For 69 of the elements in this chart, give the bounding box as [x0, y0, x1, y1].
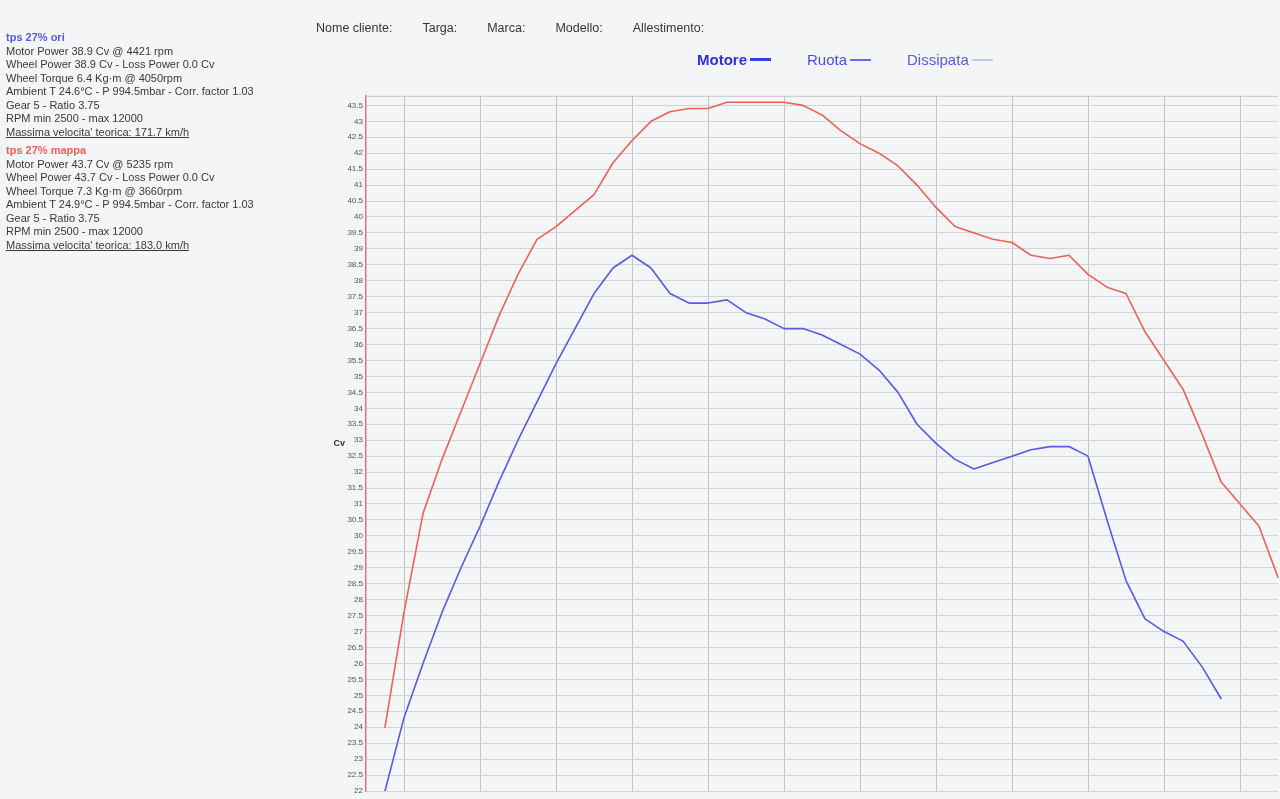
y-tick-label: 27	[354, 626, 364, 636]
y-tick-label: 32.5	[347, 451, 364, 461]
y-tick-label: 32	[354, 467, 364, 477]
y-tick-label: 31.5	[347, 483, 364, 493]
y-tick-label: 30.5	[347, 515, 364, 525]
y-tick-label: 23	[354, 754, 364, 764]
text: Wheel Torque 7.3 Kg·m @ 3660rpm	[6, 184, 184, 198]
text: Wheel Power 43.7 Cv - Loss Power 0.0 Cv	[6, 171, 216, 185]
y-tick-label: 25	[354, 690, 364, 700]
text: Massima velocita' teorica: 171.7 km/h	[6, 125, 191, 139]
y-tick-label: 37.5	[347, 291, 364, 301]
y-tick-label: 29	[354, 562, 364, 572]
y-tick-label: 33	[354, 435, 364, 445]
text: Gear 5 - Ratio 3.75	[6, 98, 101, 112]
text: Marca:	[487, 21, 526, 35]
y-tick-label: 25.5	[347, 674, 364, 684]
text: Ambient T 24.9°C - P 994.5mbar - Corr. factor 1.03	[6, 198, 255, 212]
text: Ambient T 24.6°C - P 994.5mbar - Corr. factor 1.03	[6, 85, 255, 99]
text: Wheel Torque 6.4 Kg·m @ 4050rpm	[6, 71, 184, 85]
y-tick-label: 39	[354, 244, 364, 254]
text: RPM min 2500 - max 12000	[6, 112, 144, 126]
y-tick-label: 43.5	[347, 100, 364, 110]
y-tick-label: 31	[354, 499, 364, 509]
y-tick-label: 26.5	[347, 642, 364, 652]
y-tick-label: 38	[354, 275, 364, 285]
y-tick-label: 38.5	[347, 260, 364, 270]
text: tps 27% mappa	[6, 144, 88, 158]
y-tick-label: 37	[354, 307, 364, 317]
y-tick-label: 30	[354, 531, 364, 541]
y-tick-label: 42	[354, 148, 364, 158]
text: Ruota	[807, 51, 848, 68]
text: Modello:	[555, 21, 603, 35]
y-tick-label: 42.5	[347, 132, 364, 142]
y-tick-label: 24.5	[347, 706, 364, 716]
text: Allestimento:	[632, 21, 705, 35]
y-tick-label: 24	[354, 722, 364, 732]
y-tick-label: 28	[354, 594, 364, 604]
text: Massima velocita' teorica: 183.0 km/h	[6, 238, 191, 252]
y-tick-label: 36	[354, 339, 364, 349]
y-tick-label: 27.5	[347, 610, 364, 620]
y-tick-label: 35.5	[347, 355, 364, 365]
y-tick-label: 35	[354, 371, 364, 381]
y-tick-label: 26	[354, 658, 364, 668]
y-tick-label: 40	[354, 212, 364, 222]
text: Nome cliente:	[316, 21, 393, 35]
text: Targa:	[422, 21, 458, 35]
y-tick-label: 34.5	[347, 387, 364, 397]
text: Motor Power 43.7 Cv @ 5235 rpm	[6, 157, 175, 171]
text: Dissipata	[907, 51, 969, 68]
y-axis-title: Cv	[333, 437, 345, 448]
text: Wheel Power 38.9 Cv - Loss Power 0.0 Cv	[6, 58, 216, 72]
text: Motore	[697, 51, 747, 68]
y-tick-label: 29.5	[347, 547, 364, 557]
y-tick-label: 40.5	[347, 196, 364, 206]
y-tick-label: 36.5	[347, 323, 364, 333]
text: Motor Power 38.9 Cv @ 4421 rpm	[6, 44, 175, 58]
text: Gear 5 - Ratio 3.75	[6, 211, 101, 225]
y-tick-label: 22.5	[347, 770, 364, 780]
y-tick-label: 43	[354, 116, 364, 126]
y-tick-label: 34	[354, 403, 364, 413]
y-tick-label: 23.5	[347, 738, 364, 748]
y-tick-label: 39.5	[347, 228, 364, 238]
y-tick-label: 28.5	[347, 578, 364, 588]
text: RPM min 2500 - max 12000	[6, 225, 144, 239]
y-tick-label: 33.5	[347, 419, 364, 429]
y-tick-label: 41	[354, 180, 364, 190]
text: tps 27% ori	[6, 31, 66, 45]
y-tick-label: 22	[354, 786, 364, 796]
y-tick-label: 41.5	[347, 164, 364, 174]
